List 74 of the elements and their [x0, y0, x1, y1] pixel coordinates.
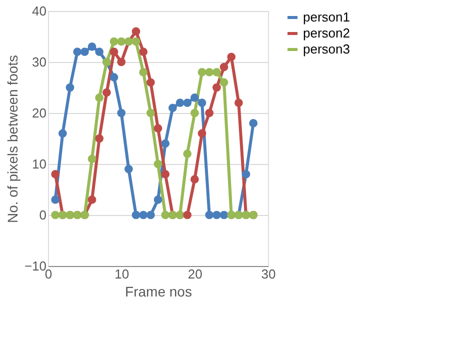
point	[117, 37, 126, 46]
point	[132, 37, 140, 46]
point	[95, 94, 104, 102]
point	[132, 27, 140, 36]
point	[95, 134, 104, 143]
point	[110, 48, 118, 56]
point	[139, 68, 148, 76]
y-tick-label: −10	[24, 258, 46, 274]
y-axis-title: No. of pixels between foots	[4, 54, 20, 224]
point	[198, 129, 206, 138]
point	[212, 210, 221, 220]
point	[161, 139, 170, 148]
point	[190, 175, 199, 184]
point	[220, 62, 228, 72]
point	[132, 210, 140, 220]
point	[117, 58, 126, 66]
point	[146, 108, 155, 118]
point	[51, 170, 60, 178]
point	[102, 88, 111, 97]
y-tick-label: 40	[32, 4, 46, 18]
point	[168, 104, 177, 112]
point	[234, 98, 243, 107]
y-tick-label: 10	[32, 156, 46, 172]
x-tick-label: 30	[261, 266, 276, 282]
point	[220, 78, 228, 87]
point	[110, 73, 118, 82]
point	[183, 210, 192, 220]
y-tick-label: 30	[32, 54, 46, 70]
point	[139, 48, 148, 56]
point	[198, 98, 206, 107]
x-tick-label: 10	[114, 266, 130, 282]
point	[88, 42, 96, 51]
y-tick-label: 0	[39, 208, 46, 222]
point	[51, 196, 60, 204]
point	[161, 170, 170, 178]
point	[205, 108, 214, 118]
point	[198, 68, 206, 76]
point	[66, 83, 74, 92]
x-axis-title: Frame nos	[125, 284, 192, 300]
point	[139, 210, 148, 220]
legend-label: person2	[303, 26, 350, 40]
point	[88, 196, 96, 204]
point	[124, 164, 133, 174]
point	[249, 119, 258, 128]
legend-label: person1	[303, 10, 350, 24]
point	[154, 124, 162, 132]
point	[88, 154, 96, 164]
point	[58, 129, 67, 138]
point	[183, 150, 192, 158]
point	[176, 98, 184, 107]
point	[190, 94, 199, 102]
point	[73, 48, 82, 56]
point	[95, 48, 104, 56]
y-tick-label: 20	[32, 106, 46, 120]
point	[212, 83, 221, 92]
point	[80, 48, 89, 56]
point	[110, 37, 118, 46]
legend-label: person3	[303, 42, 350, 56]
point	[51, 210, 60, 220]
point	[205, 68, 214, 76]
point	[183, 98, 192, 107]
point	[212, 68, 221, 76]
point	[154, 196, 162, 204]
point	[205, 210, 214, 220]
point	[220, 210, 228, 220]
point	[154, 160, 162, 168]
point	[146, 210, 155, 220]
x-tick-label: 20	[188, 266, 202, 282]
point	[146, 78, 155, 87]
point	[161, 210, 170, 220]
point	[190, 108, 199, 118]
point	[227, 52, 236, 62]
point	[242, 170, 250, 178]
point	[117, 108, 126, 118]
